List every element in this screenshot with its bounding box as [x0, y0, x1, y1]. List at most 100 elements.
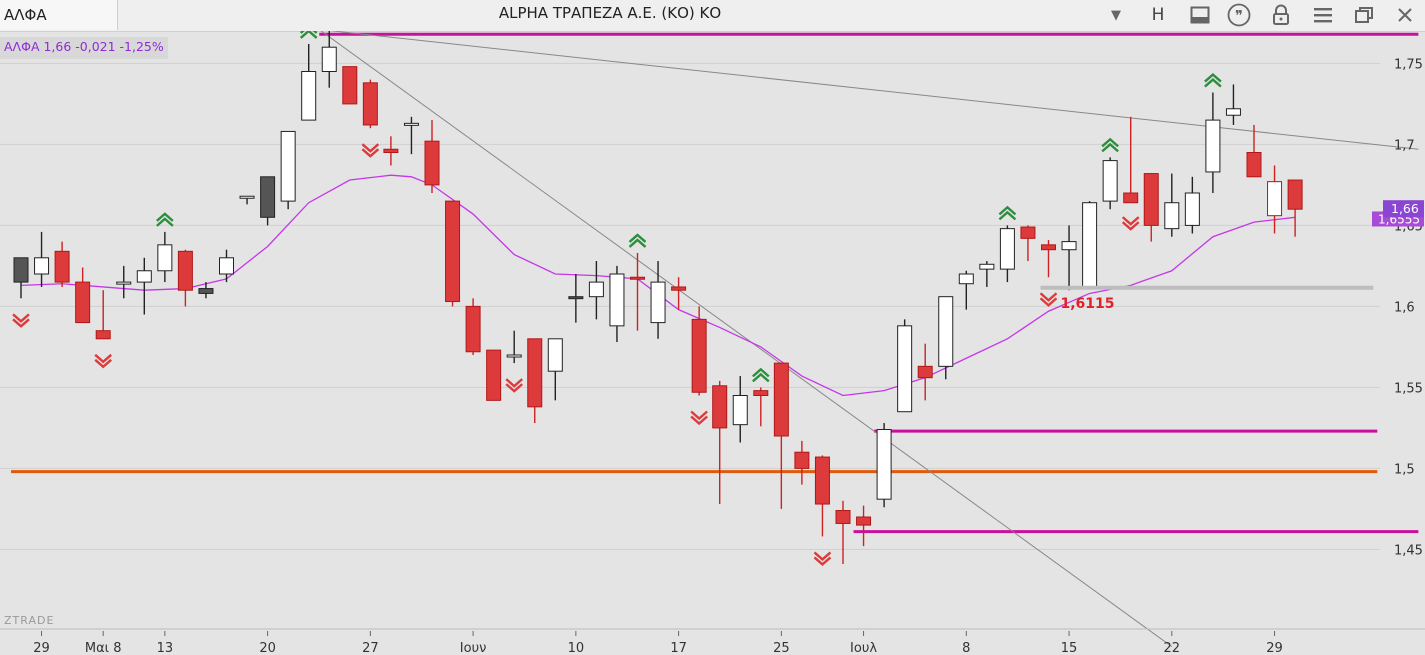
- candle: [239, 195, 255, 205]
- candle-body: [958, 273, 974, 285]
- candle-body: [1225, 108, 1241, 116]
- candle: [301, 43, 317, 121]
- x-tick-label: 15: [1061, 641, 1078, 655]
- x-tick-label: 10: [568, 641, 585, 655]
- chevron-down-icon[interactable]: ▼: [1111, 7, 1121, 23]
- candle-body: [34, 257, 50, 275]
- symbol-input[interactable]: ΑΛΦΑ: [0, 0, 118, 30]
- legend: ΑΛΦΑ 1,66 -0,021 -1,25%: [0, 37, 168, 59]
- candle: [588, 261, 604, 320]
- candle-body: [177, 250, 193, 291]
- candle-body: [1041, 244, 1056, 251]
- candle: [1164, 173, 1180, 237]
- last-price-tag: [1383, 200, 1424, 218]
- candle-body: [917, 365, 933, 379]
- svg-text:❞: ❞: [1235, 7, 1243, 25]
- candle: [1184, 176, 1200, 234]
- candle-body: [486, 349, 502, 401]
- candle: [1205, 92, 1221, 193]
- candle-body: [1205, 119, 1221, 173]
- signals: [12, 31, 1222, 567]
- lock-icon[interactable]: [1264, 0, 1298, 30]
- candle: [1082, 201, 1098, 288]
- panel-icon[interactable]: [1183, 0, 1217, 30]
- x-tick-label: 20: [259, 641, 276, 655]
- y-axis: 1,751,71,651,61,551,51,45: [1394, 57, 1423, 558]
- candle: [1287, 179, 1303, 237]
- candle-body: [856, 516, 872, 526]
- menu-icon[interactable]: [1306, 0, 1340, 30]
- candle: [917, 343, 933, 401]
- candle-body: [773, 362, 789, 437]
- candle: [1020, 225, 1036, 262]
- h-button[interactable]: H: [1151, 5, 1165, 25]
- candle: [136, 257, 152, 315]
- candle: [999, 225, 1015, 283]
- candle: [403, 116, 419, 155]
- candle: [116, 265, 132, 299]
- sell-signal-icon: [1039, 292, 1058, 307]
- candle: [814, 455, 830, 537]
- candle-body: [938, 296, 954, 367]
- candle: [691, 306, 707, 396]
- candle: [732, 376, 748, 443]
- candle-body: [1287, 179, 1303, 210]
- x-tick-label: 29: [33, 641, 50, 655]
- close-icon[interactable]: [1388, 0, 1422, 30]
- candle: [1246, 124, 1262, 178]
- candle: [1041, 239, 1056, 278]
- candle: [321, 31, 337, 88]
- sell-signal-icon: [690, 410, 708, 426]
- candle: [157, 231, 173, 283]
- sell-signal-icon: [1121, 216, 1140, 231]
- candle-body: [445, 200, 461, 303]
- candle-body: [219, 257, 234, 275]
- candle-body: [383, 148, 399, 154]
- candle: [465, 298, 481, 355]
- candle: [671, 277, 687, 310]
- buy-signal-icon: [299, 31, 318, 39]
- x-tick-label: 8: [962, 641, 970, 655]
- candle-body: [609, 273, 625, 327]
- candle: [1225, 84, 1241, 125]
- candle-body: [568, 296, 584, 300]
- candle-body: [835, 510, 851, 524]
- x-tick-label: Μαι 8: [85, 641, 122, 655]
- candle: [198, 282, 214, 299]
- candle: [342, 66, 358, 105]
- candle-body: [794, 451, 810, 469]
- restore-window-icon[interactable]: [1347, 0, 1381, 30]
- candle: [609, 265, 625, 343]
- buy-signal-icon: [752, 367, 770, 383]
- candle-body: [979, 263, 995, 270]
- candle: [362, 79, 378, 129]
- y-tick-label: 1,6: [1394, 300, 1415, 315]
- candle: [630, 252, 645, 331]
- candle: [753, 387, 769, 427]
- candle: [979, 261, 995, 287]
- candle: [773, 362, 789, 509]
- candle: [1267, 165, 1283, 234]
- chart-title: ALPHA ΤΡΑΠΕΖΑ Α.Ε. (ΚΟ) ΚΟ: [498, 4, 722, 22]
- quote-icon[interactable]: ❞: [1222, 0, 1256, 30]
- candle: [280, 130, 296, 210]
- y-tick-label: 1,45: [1394, 543, 1423, 558]
- candle: [1123, 116, 1139, 204]
- candle: [938, 296, 954, 380]
- candle: [650, 261, 666, 339]
- candle-body: [1082, 202, 1098, 288]
- candle-body: [1184, 192, 1200, 226]
- candle: [958, 270, 974, 310]
- candle-body: [136, 270, 152, 283]
- candle-body: [54, 250, 70, 283]
- candle: [506, 330, 522, 364]
- candle-body: [691, 318, 707, 393]
- candle-body: [1164, 202, 1180, 230]
- candle-body: [75, 281, 91, 324]
- candle: [445, 200, 461, 307]
- candle-body: [362, 82, 378, 126]
- candle: [486, 349, 502, 401]
- price-chart[interactable]: 1,6115 1,751,71,651,61,551,51,45 29 Μαι 8…: [0, 31, 1425, 655]
- candle-body: [116, 281, 132, 285]
